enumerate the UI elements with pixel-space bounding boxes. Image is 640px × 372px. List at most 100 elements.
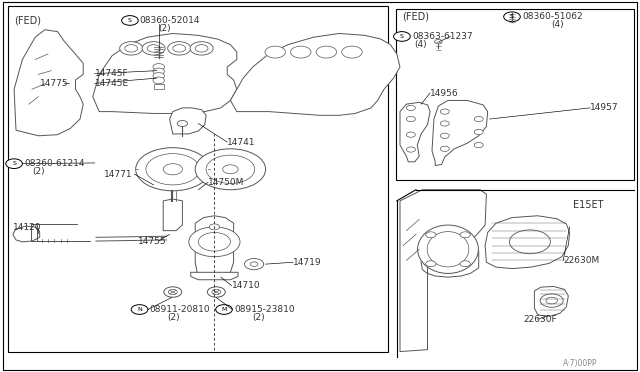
Circle shape (440, 146, 449, 151)
Circle shape (142, 42, 165, 55)
Circle shape (460, 261, 470, 267)
Circle shape (440, 121, 449, 126)
Circle shape (136, 148, 210, 191)
Polygon shape (400, 102, 430, 162)
Polygon shape (163, 199, 182, 231)
Text: S: S (510, 14, 514, 19)
Text: N: N (137, 307, 142, 312)
Polygon shape (485, 216, 570, 269)
Text: (4): (4) (552, 20, 564, 29)
Polygon shape (170, 108, 206, 134)
Circle shape (163, 164, 182, 175)
Text: 22630F: 22630F (524, 315, 557, 324)
Text: 14745F: 14745F (95, 69, 129, 78)
Text: 14750M: 14750M (208, 178, 244, 187)
Circle shape (168, 42, 191, 55)
Circle shape (195, 149, 266, 190)
Text: S: S (400, 34, 404, 39)
Circle shape (153, 68, 164, 75)
Circle shape (426, 232, 436, 238)
Polygon shape (534, 286, 568, 316)
Circle shape (474, 129, 483, 135)
Text: S: S (12, 161, 16, 166)
Circle shape (440, 109, 449, 114)
Circle shape (460, 232, 470, 238)
Circle shape (474, 116, 483, 122)
Circle shape (146, 154, 200, 185)
Text: 08360-52014: 08360-52014 (140, 16, 200, 25)
Text: 08915-23810: 08915-23810 (234, 305, 295, 314)
Polygon shape (400, 190, 486, 352)
Ellipse shape (418, 225, 479, 273)
Circle shape (250, 262, 258, 266)
Polygon shape (191, 272, 238, 280)
Text: 08360-61214: 08360-61214 (24, 159, 85, 168)
Circle shape (435, 39, 442, 44)
Circle shape (177, 121, 188, 126)
Text: 14710: 14710 (232, 281, 260, 290)
Ellipse shape (428, 231, 468, 267)
Text: (2): (2) (252, 313, 265, 322)
Circle shape (207, 287, 225, 297)
Circle shape (223, 165, 238, 174)
Text: (FED): (FED) (402, 12, 429, 22)
Circle shape (509, 230, 550, 254)
Text: 08363-61237: 08363-61237 (412, 32, 473, 41)
Circle shape (168, 289, 177, 295)
Circle shape (173, 45, 186, 52)
Text: (FED): (FED) (14, 16, 41, 25)
Circle shape (122, 16, 138, 25)
Bar (8, 6, 388, 352)
Circle shape (190, 42, 213, 55)
Circle shape (209, 224, 220, 230)
Text: 14719: 14719 (293, 258, 322, 267)
Text: 14745E: 14745E (95, 79, 129, 88)
Circle shape (406, 132, 415, 137)
Text: (4): (4) (415, 40, 428, 49)
Text: 14771: 14771 (104, 170, 132, 179)
Circle shape (546, 297, 557, 304)
Bar (396, 9, 634, 180)
Text: (2): (2) (32, 167, 45, 176)
Text: S: S (128, 18, 132, 23)
Polygon shape (13, 226, 40, 242)
Circle shape (6, 159, 22, 169)
Circle shape (153, 64, 164, 70)
Circle shape (131, 305, 148, 314)
Text: 14741: 14741 (227, 138, 256, 147)
Text: 22630M: 22630M (563, 256, 600, 265)
Circle shape (164, 287, 182, 297)
Text: 08360-51062: 08360-51062 (522, 12, 583, 21)
Circle shape (216, 305, 232, 314)
Circle shape (406, 147, 415, 152)
Circle shape (189, 227, 240, 257)
Text: 14957: 14957 (590, 103, 619, 112)
Text: A·7)00PP: A·7)00PP (563, 359, 598, 368)
Circle shape (406, 116, 415, 122)
Circle shape (153, 77, 164, 84)
Text: E15ET: E15ET (573, 200, 604, 209)
Circle shape (198, 232, 230, 251)
Text: 14755: 14755 (138, 237, 166, 246)
Circle shape (316, 46, 337, 58)
Polygon shape (14, 30, 83, 136)
Circle shape (394, 32, 410, 41)
Circle shape (540, 294, 563, 307)
Circle shape (440, 133, 449, 138)
Text: 14120: 14120 (13, 223, 42, 232)
Polygon shape (154, 84, 164, 89)
Circle shape (147, 45, 160, 52)
Circle shape (153, 73, 164, 79)
Polygon shape (195, 216, 234, 275)
Circle shape (406, 105, 415, 110)
Polygon shape (432, 100, 488, 166)
Circle shape (342, 46, 362, 58)
Polygon shape (93, 33, 237, 113)
Text: (2): (2) (159, 24, 172, 33)
Text: M: M (221, 307, 227, 312)
Circle shape (265, 46, 285, 58)
Circle shape (504, 12, 520, 22)
Circle shape (206, 155, 255, 183)
Circle shape (474, 142, 483, 148)
Circle shape (426, 261, 436, 267)
